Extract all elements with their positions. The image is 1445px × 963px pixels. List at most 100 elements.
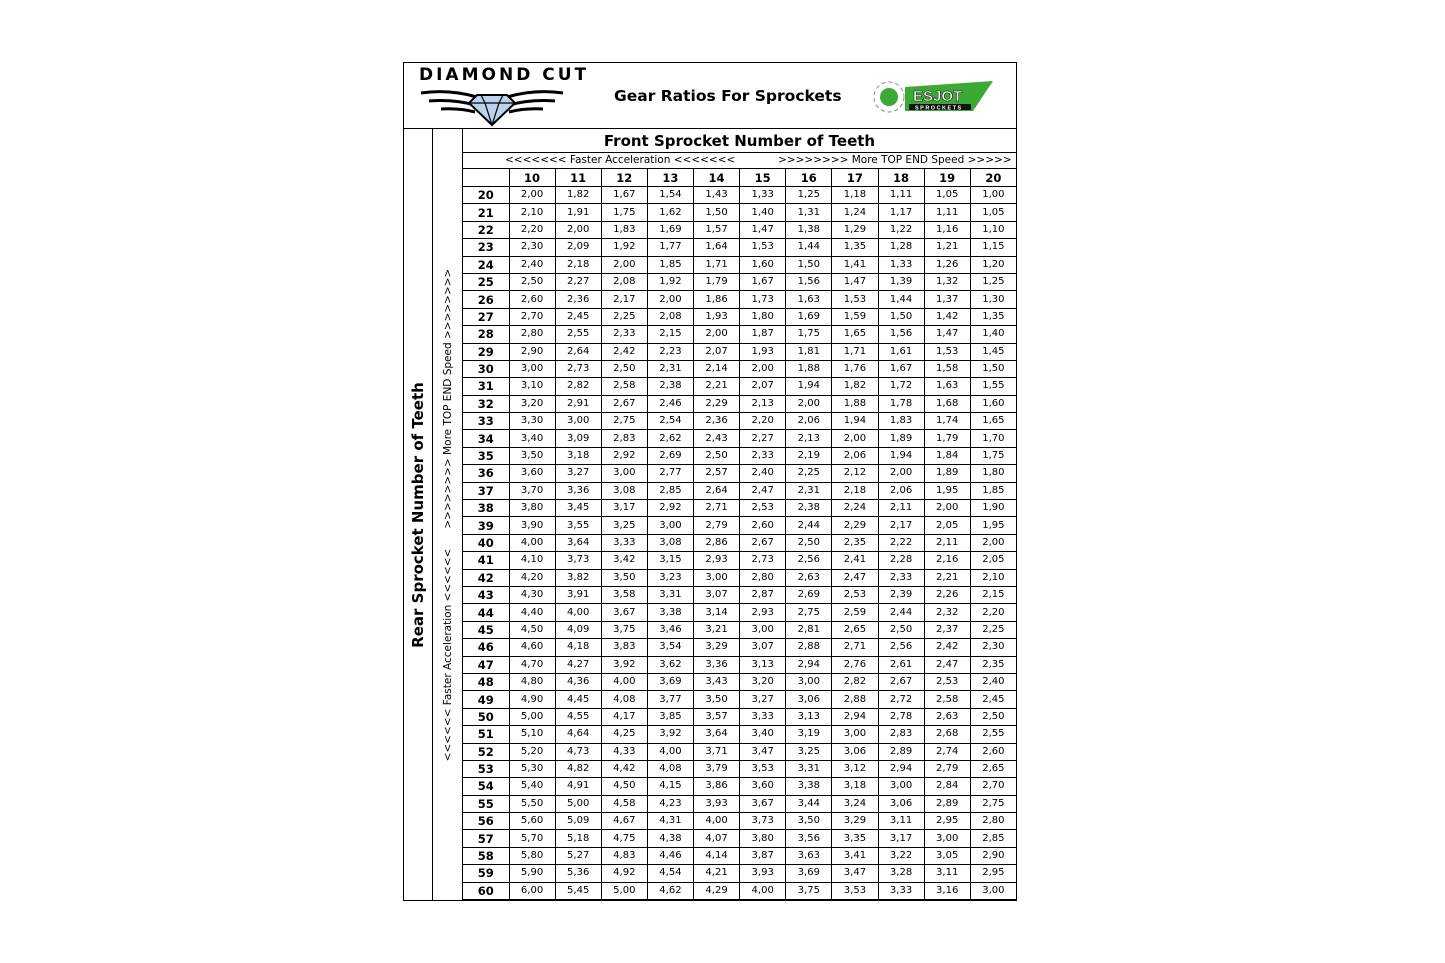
- ratio-cell: 3,24: [831, 794, 879, 814]
- ratio-cell: 1,43: [692, 185, 741, 205]
- ratio-cell: 2,25: [969, 620, 1018, 640]
- ratio-cell: 2,38: [785, 499, 833, 518]
- ratio-cell: 1,11: [923, 203, 971, 222]
- ratio-cell: 3,44: [785, 794, 833, 814]
- table-row: 58 5,80 5,27 4,83 4,46 4,14 3,87 3,63 3,41 3,22 3,…: [463, 846, 1018, 866]
- svg-text:ESJOT: ESJOT: [913, 88, 962, 105]
- ratio-cell: 1,35: [831, 238, 879, 257]
- ratio-cell: 2,71: [831, 638, 879, 657]
- ratio-cell: 2,55: [554, 325, 602, 344]
- ratio-cell: 1,69: [785, 307, 833, 327]
- ratio-cell: 1,95: [969, 516, 1018, 535]
- table-row: 60 6,00 5,45 5,00 4,62 4,29 4,00 3,75 3,53 3,33 3,…: [463, 881, 1018, 901]
- ratio-cell: 1,63: [923, 377, 971, 396]
- ratio-cell: 1,40: [739, 203, 787, 222]
- ratio-cell: 1,44: [877, 290, 925, 309]
- ratio-cell: 4,14: [692, 846, 741, 866]
- rear-title-text: Rear Sprocket Number of Teeth: [409, 381, 427, 648]
- ratio-cell: 2,62: [646, 429, 695, 448]
- table-row: 59 5,90 5,36 4,92 4,54 4,21 3,93 3,69 3,47 3,28 3,…: [463, 864, 1018, 883]
- table-row: 33 3,30 3,00 2,75 2,54 2,36 2,20 2,06 1,94 1,83 1,…: [463, 412, 1018, 431]
- ratio-cell: 2,53: [739, 499, 787, 518]
- ratio-cell: 3,00: [646, 516, 695, 535]
- ratio-cell: 1,72: [877, 377, 925, 396]
- svg-text:SPROCKETS: SPROCKETS: [915, 106, 963, 112]
- ratio-cell: 1,22: [877, 220, 925, 240]
- ratio-cell: 2,31: [785, 481, 833, 501]
- ratio-cell: 1,50: [877, 307, 925, 327]
- ratio-cell: 1,60: [969, 394, 1018, 414]
- ratio-cell: 2,88: [831, 690, 879, 709]
- ratio-cell: 2,00: [646, 290, 695, 309]
- ratio-cell: 1,53: [923, 342, 971, 361]
- ratio-cell: 2,40: [969, 672, 1018, 692]
- table-row: 32 3,20 2,91 2,67 2,46 2,29 2,13 2,00 1,88 1,78 1,…: [463, 394, 1018, 414]
- ratio-cell: 2,00: [600, 255, 648, 274]
- ratio-cell: 5,00: [508, 707, 556, 727]
- ratio-cell: 2,59: [831, 603, 879, 622]
- table-row: 26 2,60 2,36 2,17 2,00 1,86 1,73 1,63 1,53 1,44 1,…: [463, 290, 1018, 309]
- ratio-cell: 1,83: [600, 220, 648, 240]
- ratio-cell: 3,92: [646, 725, 695, 744]
- ratio-cell: 1,42: [923, 307, 971, 327]
- ratio-cell: 1,29: [831, 220, 879, 240]
- ratio-cell: 2,45: [554, 307, 602, 327]
- ratio-cell: 4,08: [600, 690, 648, 709]
- ratio-cell: 2,81: [785, 620, 833, 640]
- ratio-cell: 3,05: [923, 846, 971, 866]
- ratio-cell: 5,70: [508, 829, 556, 848]
- ratio-cell: 3,31: [785, 759, 833, 779]
- ratio-cell: 1,82: [554, 185, 602, 205]
- ratio-cell: 3,18: [831, 777, 879, 796]
- ratio-cell: 3,08: [646, 533, 695, 553]
- rear-teeth-cell: 44: [463, 603, 510, 622]
- ratio-cell: 3,67: [739, 794, 787, 814]
- ratio-cell: 1,26: [923, 255, 971, 274]
- ratio-cell: 2,38: [646, 377, 695, 396]
- rear-teeth-cell: 28: [463, 325, 510, 344]
- ratio-cell: 2,42: [600, 342, 648, 361]
- ratio-cell: 2,83: [600, 429, 648, 448]
- ratio-cell: 2,78: [877, 707, 925, 727]
- ratio-cell: 2,86: [692, 533, 741, 553]
- ratio-cell: 3,62: [646, 655, 695, 674]
- ratio-cell: 1,56: [877, 325, 925, 344]
- ratio-cell: 3,00: [785, 672, 833, 692]
- ratio-cell: 4,21: [692, 864, 741, 883]
- ratio-cell: 2,54: [646, 412, 695, 431]
- ratio-cell: 1,55: [969, 377, 1018, 396]
- ratio-cell: 2,44: [785, 516, 833, 535]
- ratio-cell: 4,00: [508, 533, 556, 553]
- ratio-cell: 3,86: [692, 777, 741, 796]
- table-row: 57 5,70 5,18 4,75 4,38 4,07 3,80 3,56 3,35 3,17 3,…: [463, 829, 1018, 848]
- ratio-cell: 2,12: [831, 464, 879, 483]
- ratio-cell: 4,70: [508, 655, 556, 674]
- ratio-cell: 3,18: [554, 446, 602, 466]
- ratio-cell: 2,75: [969, 794, 1018, 814]
- ratio-cell: 1,93: [739, 342, 787, 361]
- rear-teeth-cell: 31: [463, 377, 510, 396]
- ratio-cell: 2,56: [877, 638, 925, 657]
- ratio-cell: 1,47: [831, 272, 879, 292]
- ratio-cell: 1,67: [877, 359, 925, 379]
- ratio-cell: 2,50: [969, 707, 1018, 727]
- ratio-cell: 2,26: [923, 585, 971, 605]
- ratio-cell: 3,35: [831, 829, 879, 848]
- ratio-cell: 1,21: [923, 238, 971, 257]
- ratio-cell: 1,50: [785, 255, 833, 274]
- ratio-cell: 4,42: [600, 759, 648, 779]
- ratio-cell: 2,28: [877, 551, 925, 570]
- ratio-cell: 3,20: [508, 394, 556, 414]
- ratio-cell: 3,11: [877, 812, 925, 831]
- ratio-cell: 4,54: [646, 864, 695, 883]
- ratio-cell: 1,84: [923, 446, 971, 466]
- rear-teeth-cell: 53: [463, 759, 510, 779]
- ratio-cell: 2,70: [508, 307, 556, 327]
- rear-teeth-cell: 48: [463, 672, 510, 692]
- table-row: 22 2,20 2,00 1,83 1,69 1,57 1,47 1,38 1,29 1,22 1,…: [463, 220, 1018, 240]
- ratio-cell: 1,92: [646, 272, 695, 292]
- ratio-cell: 3,08: [600, 481, 648, 501]
- ratio-cell: 1,88: [785, 359, 833, 379]
- ratio-cell: 1,24: [831, 203, 879, 222]
- ratio-cell: 1,81: [785, 342, 833, 361]
